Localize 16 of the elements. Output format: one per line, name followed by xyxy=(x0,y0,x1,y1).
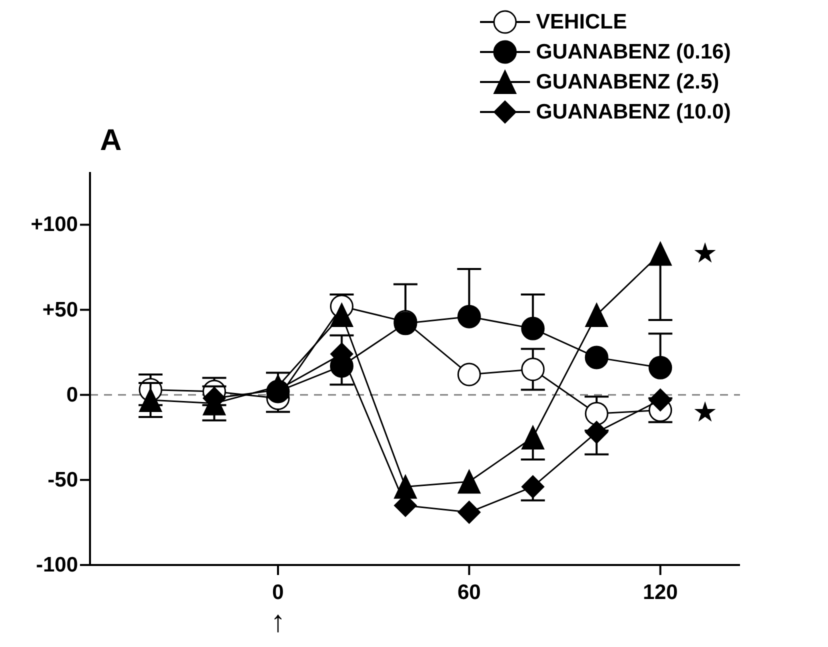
legend-label: GUANABENZ (2.5) xyxy=(536,70,720,94)
y-tick-label: 0 xyxy=(66,383,78,406)
x-tick-label: 120 xyxy=(642,581,678,604)
annotation: ★ xyxy=(692,238,718,268)
x-tick-label: 0 xyxy=(272,581,284,604)
y-tick-label: +50 xyxy=(42,298,78,322)
annotation: ★ xyxy=(692,396,718,428)
legend-label: GUANABENZ (0.16) xyxy=(536,40,731,64)
legend-label: GUANABENZ (10.0) xyxy=(536,100,731,124)
legend-label: VEHICLE xyxy=(536,10,628,34)
y-tick-label: -50 xyxy=(48,468,78,492)
text: ↑ xyxy=(270,606,286,638)
x-tick-label: 60 xyxy=(457,581,481,604)
y-tick-label: +100 xyxy=(30,213,78,236)
chart-title: A xyxy=(100,124,122,157)
y-tick-label: -100 xyxy=(36,554,78,576)
